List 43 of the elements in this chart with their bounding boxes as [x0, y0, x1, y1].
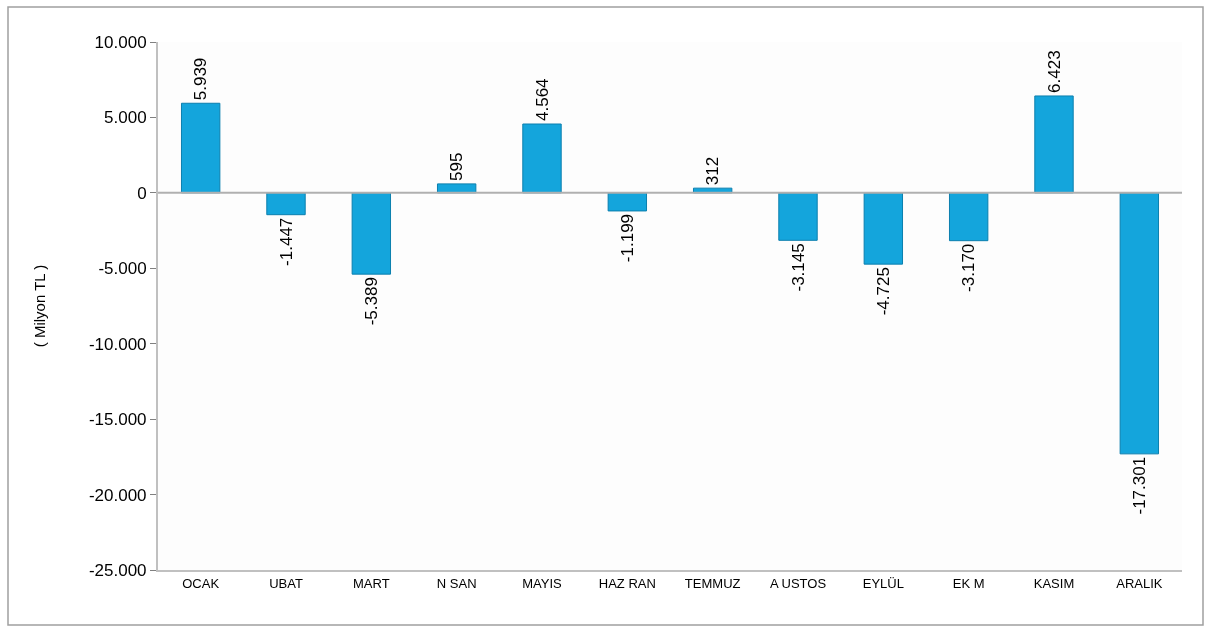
bar [607, 192, 648, 212]
bar [1034, 95, 1074, 194]
data-label: -17.301 [1129, 456, 1149, 515]
data-label: 5.939 [191, 57, 211, 101]
data-label: -1.447 [276, 217, 296, 266]
bar [266, 192, 306, 216]
data-label: 4.564 [532, 78, 552, 122]
bar [948, 192, 989, 242]
data-label: 6.423 [1044, 50, 1064, 93]
bar [778, 192, 818, 241]
x-tick-label: HAZ RAN [598, 575, 656, 591]
x-tick-label: MART [353, 575, 390, 591]
data-label: -4.725 [873, 267, 893, 316]
data-label: -3.170 [959, 243, 979, 292]
x-tick-label: EK M [952, 575, 985, 591]
y-tick-label: 10.000 [94, 32, 147, 52]
data-label: -5.389 [361, 277, 381, 326]
bar [351, 192, 392, 275]
x-tick-label: OCAK [182, 575, 220, 591]
bar [522, 123, 562, 194]
data-label: -3.145 [788, 243, 808, 292]
x-tick-label: KASIM [1033, 575, 1075, 591]
x-tick-label: UBAT [269, 575, 303, 591]
y-tick-label: -10.000 [88, 334, 147, 354]
bar [863, 192, 904, 265]
y-tick-label: -20.000 [88, 485, 147, 505]
x-tick-label: EYLÜL [862, 575, 904, 591]
data-label: -1.199 [617, 213, 637, 263]
bar [1119, 192, 1160, 455]
data-label: 312 [703, 156, 723, 186]
x-tick-label: TEMMUZ [684, 575, 741, 591]
y-tick-label: -5.000 [98, 259, 147, 279]
x-tick-label: ARALIK [1116, 575, 1163, 591]
y-tick-label: 5.000 [104, 108, 147, 128]
y-tick-label: -15.000 [88, 410, 147, 430]
y-tick-label: -25.000 [88, 560, 147, 580]
x-tick-label: A USTOS [769, 575, 827, 591]
y-tick-label: 0 [137, 183, 147, 203]
bar [180, 102, 221, 194]
y-axis-title: ( Milyon TL ) [30, 264, 48, 348]
x-tick-label: N SAN [436, 575, 477, 591]
x-tick-label: MAYIS [522, 575, 563, 591]
data-label: 595 [447, 152, 467, 181]
